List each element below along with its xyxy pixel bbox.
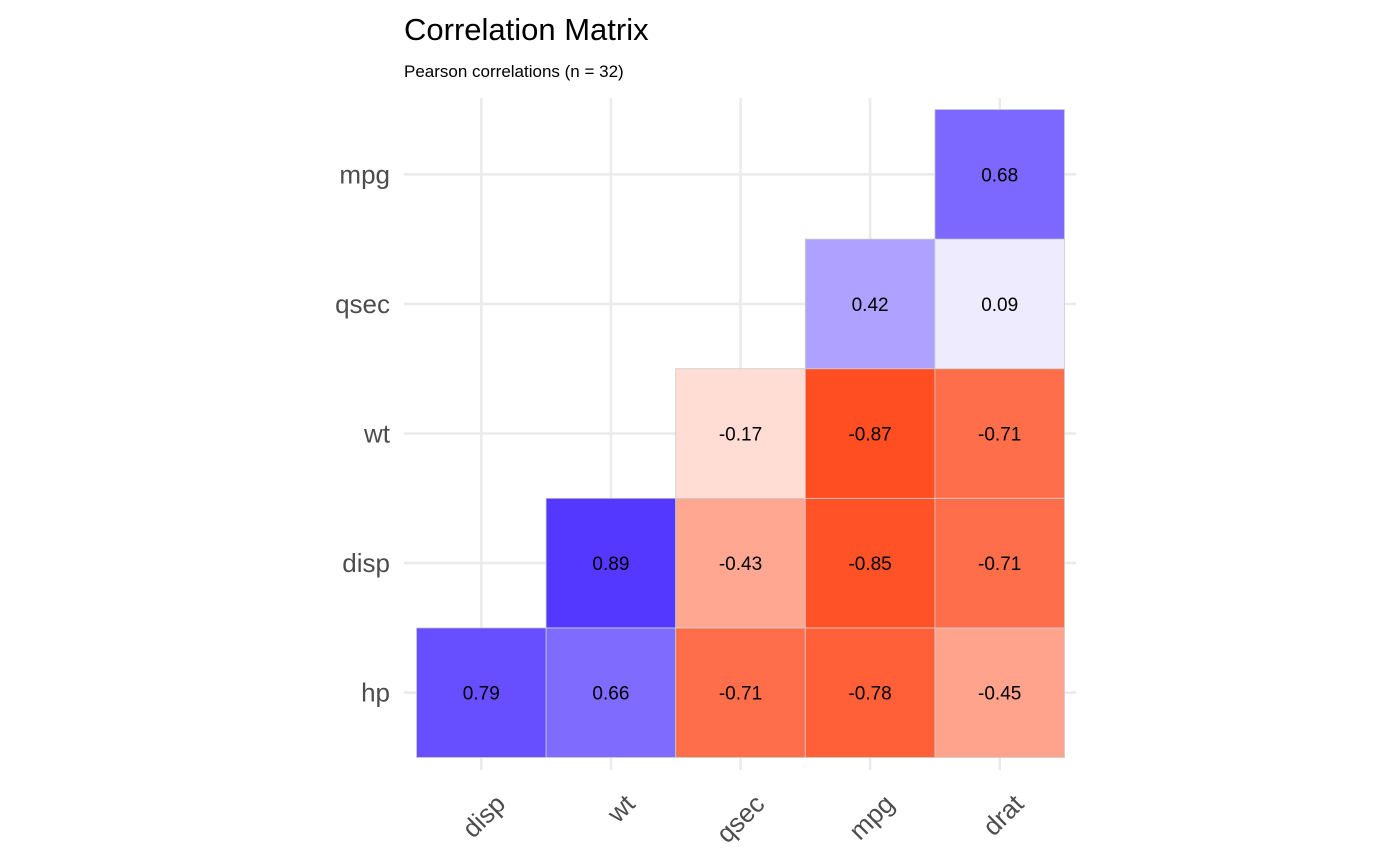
- cell-value-label: 0.68: [981, 165, 1018, 186]
- heatmap-cell: -0.85: [804, 497, 936, 629]
- heatmap-cell: -0.43: [675, 497, 806, 629]
- heatmap-cell: 0.09: [934, 238, 1065, 370]
- chart-subtitle: Pearson correlations (n = 32): [404, 62, 624, 81]
- y-tick-label: wt: [363, 419, 391, 449]
- heatmap-cell-rect: [934, 238, 1065, 370]
- heatmap-cell: 0.79: [416, 627, 547, 758]
- heatmap-cell: -0.78: [804, 627, 936, 758]
- heatmap-cell-rect: [416, 627, 547, 758]
- heatmap-cell: 0.42: [804, 238, 936, 370]
- heatmap-cell-rect: [804, 627, 936, 758]
- heatmap-cells: 0.79 0.66 -0.71 -0.78 -0.45 0.89 -0.43 -0.85 -0.…: [416, 109, 1065, 758]
- heatmap-cell: -0.17: [675, 368, 806, 499]
- cell-value-label: -0.71: [978, 425, 1021, 446]
- heatmap-cell-rect: [934, 368, 1065, 499]
- cell-value-label: 0.89: [592, 554, 629, 575]
- cell-value-label: 0.79: [463, 684, 500, 705]
- cell-value-label: -0.71: [719, 684, 762, 705]
- heatmap-cell: 0.66: [545, 627, 677, 758]
- cell-value-label: -0.43: [719, 554, 762, 575]
- chart-title: Correlation Matrix: [404, 12, 649, 47]
- heatmap-cell-rect: [934, 109, 1065, 240]
- cell-value-label: -0.71: [978, 554, 1021, 575]
- heatmap-cell-rect: [934, 497, 1065, 629]
- heatmap-cell-rect: [545, 497, 677, 629]
- cell-value-label: -0.45: [978, 684, 1021, 705]
- x-tick-label: mpg: [843, 789, 900, 846]
- heatmap-cell-rect: [545, 627, 677, 758]
- y-tick-label: mpg: [339, 159, 390, 189]
- heatmap-cell-rect: [804, 368, 936, 499]
- cell-value-label: 0.42: [852, 295, 889, 316]
- cell-value-label: -0.78: [848, 684, 891, 705]
- heatmap-cell-rect: [675, 627, 806, 758]
- cell-value-label: 0.09: [981, 295, 1018, 316]
- x-tick-label: wt: [600, 788, 641, 829]
- x-tick-label: drat: [977, 788, 1030, 841]
- heatmap-cell-rect: [675, 497, 806, 629]
- heatmap-cell: -0.71: [675, 627, 806, 758]
- cell-value-label: -0.87: [848, 425, 891, 446]
- y-tick-label: qsec: [335, 289, 390, 319]
- heatmap-cell-rect: [804, 497, 936, 629]
- y-tick-label: disp: [342, 548, 390, 578]
- cell-value-label: 0.66: [592, 684, 629, 705]
- y-tick-label: hp: [361, 678, 390, 708]
- heatmap-cell: -0.71: [934, 497, 1065, 629]
- heatmap-cell-rect: [804, 238, 936, 370]
- heatmap-cell: -0.71: [934, 368, 1065, 499]
- heatmap-cell: 0.68: [934, 109, 1065, 240]
- cell-value-label: -0.17: [719, 425, 762, 446]
- x-tick-label: disp: [456, 789, 511, 844]
- cell-value-label: -0.85: [848, 554, 891, 575]
- x-tick-label: qsec: [710, 789, 770, 849]
- heatmap-cell-rect: [675, 368, 806, 499]
- heatmap-cell: -0.45: [934, 627, 1065, 758]
- heatmap-cell: 0.89: [545, 497, 677, 629]
- heatmap-cell: -0.87: [804, 368, 936, 499]
